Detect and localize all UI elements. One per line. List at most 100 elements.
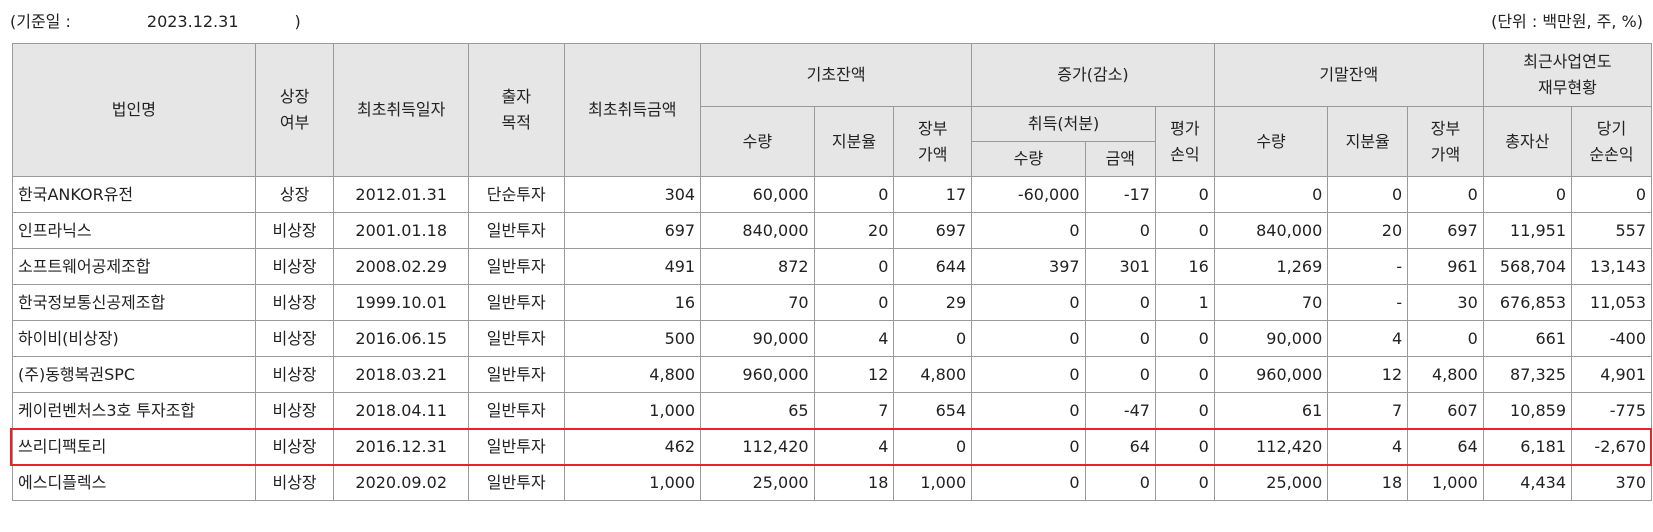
cell-beginning-qty: 25,000 <box>700 464 815 501</box>
cell-net-income: 4,901 <box>1571 356 1652 393</box>
cell-change-amount: -47 <box>1084 392 1156 429</box>
col-b-ratio: 지분율 <box>813 106 895 177</box>
table-row: 한국ANKOR유전 상장 2012.01.31 단순투자 304 60,000 0 17 -60… <box>12 176 1652 213</box>
cell-total-assets: 0 <box>1482 176 1573 213</box>
cell-ending-qty: 1,269 <box>1213 248 1329 285</box>
cell-purpose: 일반투자 <box>467 356 565 393</box>
basis-date: 2023.12.31 <box>146 12 239 31</box>
table-row: 하이비(비상장) 비상장 2016.06.15 일반투자 500 90,000 4 0 0 0 0 9… <box>12 320 1652 357</box>
cell-beginning-qty: 112,420 <box>700 428 815 465</box>
cell-ending-qty: 960,000 <box>1213 356 1329 393</box>
table-row: 케이런벤처스3호 투자조합 비상장 2018.04.11 일반투자 1,000 65 7 65… <box>12 392 1652 429</box>
cell-change-qty: 0 <box>971 212 1086 249</box>
cell-ending-ratio: - <box>1327 248 1409 285</box>
cell-beginning-ratio: 0 <box>813 248 895 285</box>
cell-beginning-ratio: 0 <box>813 176 895 213</box>
cell-ending-book: 961 <box>1407 248 1484 285</box>
col-recent-fin-1: 최근사업연도 <box>1523 52 1612 71</box>
cell-first-acq-date: 2001.01.18 <box>333 212 469 249</box>
cell-listed: 비상장 <box>254 284 335 321</box>
col-b-book-1: 장부 <box>918 118 948 138</box>
cell-first-acq-date: 2008.02.29 <box>333 248 469 285</box>
cell-purpose: 단순투자 <box>467 176 565 213</box>
cell-ending-book: 0 <box>1407 320 1484 357</box>
cell-listed: 비상장 <box>254 464 335 501</box>
cell-first-acq-date: 2020.09.02 <box>333 464 469 501</box>
cell-first-acq-amount: 4,800 <box>563 356 702 393</box>
cell-beginning-qty: 70 <box>700 284 815 321</box>
cell-change-amount: 0 <box>1084 464 1156 501</box>
cell-first-acq-amount: 16 <box>563 284 702 321</box>
col-beginning: 기초잔액 <box>700 43 973 107</box>
cell-ending-ratio: 12 <box>1327 356 1409 393</box>
cell-purpose: 일반투자 <box>467 284 565 321</box>
basis-label: (기준일 : <box>10 12 71 31</box>
cell-ending-book: 4,800 <box>1407 356 1484 393</box>
report-header: (기준일 : 2023.12.31) (단위 : 백만원, 주, %) <box>10 8 1643 31</box>
cell-first-acq-date: 2018.03.21 <box>333 356 469 393</box>
col-ending: 기말잔액 <box>1213 43 1484 107</box>
cell-beginning-book: 29 <box>893 284 973 321</box>
cell-ending-book: 30 <box>1407 284 1484 321</box>
cell-ending-qty: 25,000 <box>1213 464 1329 501</box>
cell-change-amount: 301 <box>1084 248 1156 285</box>
cell-ending-book: 64 <box>1407 428 1484 465</box>
cell-beginning-qty: 960,000 <box>700 356 815 393</box>
table-row: (주)동행복권SPC 비상장 2018.03.21 일반투자 4,800 960,000 1… <box>12 356 1652 393</box>
cell-corp-name: 케이런벤처스3호 투자조합 <box>12 392 256 429</box>
col-c-qty: 수량 <box>971 141 1086 177</box>
cell-change-eval: 0 <box>1154 464 1215 501</box>
table-body: 한국ANKOR유전 상장 2012.01.31 단순투자 304 60,000 0 17 -60… <box>12 176 1652 501</box>
cell-ending-qty: 112,420 <box>1213 428 1329 465</box>
cell-beginning-ratio: 4 <box>813 428 895 465</box>
col-e-book: 장부 가액 <box>1407 106 1484 177</box>
col-listed-2: 여부 <box>279 113 310 132</box>
cell-first-acq-date: 1999.10.01 <box>333 284 469 321</box>
col-total-assets: 총자산 <box>1482 106 1573 177</box>
cell-corp-name: 소프트웨어공제조합 <box>12 248 256 285</box>
unit-label: (단위 : 백만원, 주, %) <box>1491 12 1643 31</box>
col-e-qty: 수량 <box>1213 106 1329 177</box>
cell-ending-qty: 70 <box>1213 284 1329 321</box>
cell-beginning-ratio: 20 <box>813 212 895 249</box>
cell-change-qty: 0 <box>971 356 1086 393</box>
cell-beginning-ratio: 4 <box>813 320 895 357</box>
cell-change-qty: 0 <box>971 320 1086 357</box>
cell-beginning-book: 1,000 <box>893 464 973 501</box>
col-net-income: 당기 순손익 <box>1571 106 1652 177</box>
cell-ending-qty: 0 <box>1213 176 1329 213</box>
cell-total-assets: 568,704 <box>1482 248 1573 285</box>
cell-beginning-qty: 65 <box>700 392 815 429</box>
investment-table: 법인명 상장 여부 최초취득일자 출자 목적 최초취득금액 기초잔액 증가(감소) … <box>12 43 1653 501</box>
col-corp-name: 법인명 <box>12 43 256 177</box>
cell-ending-book: 0 <box>1407 176 1484 213</box>
cell-corp-name: 한국정보통신공제조합 <box>12 284 256 321</box>
basis-close: ) <box>294 12 301 31</box>
cell-total-assets: 661 <box>1482 320 1573 357</box>
cell-net-income: 370 <box>1571 464 1652 501</box>
table-row: 소프트웨어공제조합 비상장 2008.02.29 일반투자 491 872 0 644 397 3… <box>12 248 1652 285</box>
col-e-ratio: 지분율 <box>1327 106 1409 177</box>
cell-net-income: -400 <box>1571 320 1652 357</box>
col-net-income-2: 순손익 <box>1589 144 1634 164</box>
cell-first-acq-date: 2016.06.15 <box>333 320 469 357</box>
cell-ending-qty: 61 <box>1213 392 1329 429</box>
cell-ending-book: 1,000 <box>1407 464 1484 501</box>
cell-beginning-ratio: 12 <box>813 356 895 393</box>
cell-change-qty: 0 <box>971 284 1086 321</box>
cell-net-income: -775 <box>1571 392 1652 429</box>
cell-ending-ratio: 4 <box>1327 320 1409 357</box>
cell-corp-name: 하이비(비상장) <box>12 320 256 357</box>
col-acq: 취득(처분) <box>971 106 1156 142</box>
cell-beginning-book: 0 <box>893 428 973 465</box>
cell-change-qty: 0 <box>971 428 1086 465</box>
cell-listed: 비상장 <box>254 356 335 393</box>
cell-purpose: 일반투자 <box>467 428 565 465</box>
cell-listed: 비상장 <box>254 428 335 465</box>
cell-first-acq-amount: 462 <box>563 428 702 465</box>
cell-net-income: -2,670 <box>1571 428 1652 465</box>
col-recent-fin-2: 재무현황 <box>1537 78 1597 97</box>
col-b-book: 장부 가액 <box>893 106 973 177</box>
cell-beginning-qty: 840,000 <box>700 212 815 249</box>
